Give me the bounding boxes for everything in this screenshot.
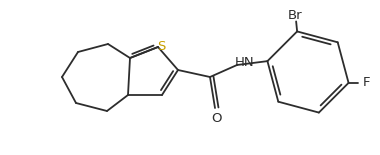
Text: O: O — [212, 111, 222, 124]
Text: HN: HN — [235, 55, 255, 69]
Text: Br: Br — [288, 9, 302, 22]
Text: S: S — [157, 40, 165, 53]
Text: F: F — [363, 76, 370, 89]
